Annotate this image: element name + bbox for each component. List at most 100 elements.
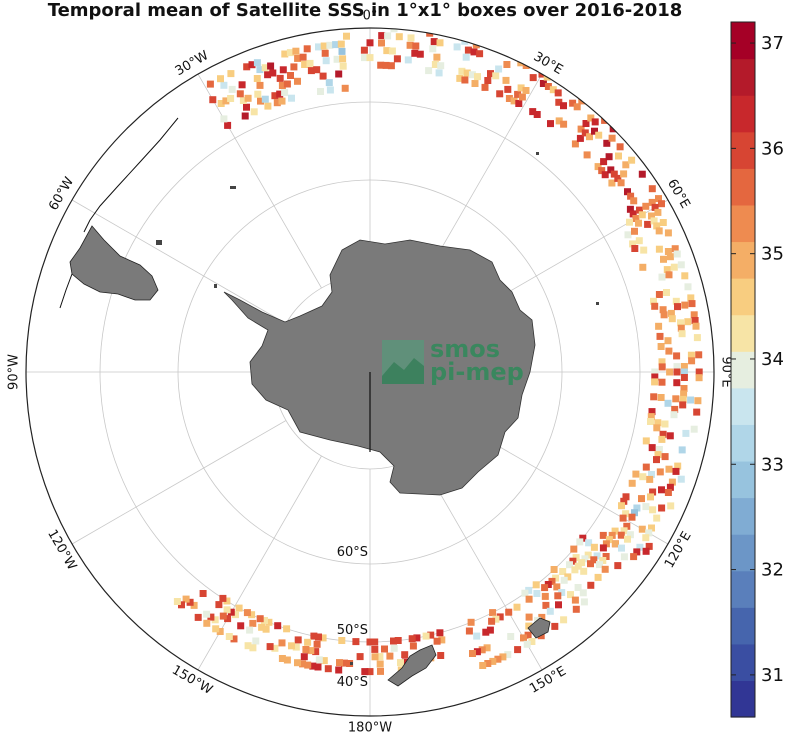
sss-box	[622, 493, 630, 501]
sss-box	[684, 283, 692, 291]
sss-box	[602, 540, 610, 548]
sss-box	[648, 444, 656, 452]
sss-box	[504, 651, 512, 659]
sss-box	[276, 74, 284, 82]
sss-box	[212, 625, 220, 633]
sss-box	[657, 394, 665, 401]
sss-box	[203, 610, 211, 618]
sss-box	[677, 261, 685, 269]
sss-box	[309, 662, 317, 670]
sss-box	[227, 608, 235, 616]
sss-box	[605, 536, 613, 544]
sss-box	[217, 75, 224, 83]
sss-box	[283, 80, 291, 88]
colorbar-segment	[731, 534, 755, 572]
sss-box	[492, 72, 500, 80]
sss-box	[290, 63, 298, 71]
sss-box	[551, 622, 559, 630]
sss-box	[261, 617, 268, 624]
sss-box	[673, 250, 681, 258]
sss-box	[286, 49, 294, 57]
sss-box	[608, 179, 616, 187]
sss-box	[672, 395, 680, 403]
sss-box	[636, 206, 643, 214]
sss-box	[243, 609, 251, 617]
sss-box	[648, 408, 656, 416]
sss-box	[642, 437, 650, 445]
sss-box	[617, 179, 625, 187]
sss-box	[665, 271, 673, 279]
sss-box	[436, 39, 444, 47]
sss-box	[499, 653, 507, 661]
sss-box	[338, 637, 346, 644]
sss-box	[653, 456, 660, 464]
sss-box	[658, 378, 666, 386]
sss-box	[678, 446, 686, 454]
sss-box	[692, 322, 700, 330]
sss-box	[515, 100, 523, 107]
sss-box	[569, 99, 577, 107]
sss-box	[215, 601, 223, 609]
sss-box	[694, 397, 702, 405]
sss-box	[666, 368, 674, 376]
sss-box	[578, 559, 586, 567]
sss-box	[627, 192, 635, 200]
sss-box	[505, 95, 513, 102]
sss-box	[672, 297, 680, 305]
sss-box	[646, 475, 654, 483]
sss-box	[317, 88, 324, 95]
sss-box	[663, 289, 670, 296]
sss-box	[572, 605, 580, 613]
sss-box	[409, 642, 417, 650]
sss-box	[651, 368, 659, 376]
sss-box	[554, 592, 562, 600]
sss-box	[666, 483, 674, 491]
sss-box	[288, 642, 295, 650]
sss-box	[590, 543, 598, 551]
sss-box	[671, 245, 679, 253]
sss-box	[649, 506, 657, 514]
sss-box	[549, 86, 557, 94]
sss-box	[335, 70, 343, 78]
sss-box	[248, 61, 256, 69]
sss-box	[310, 632, 318, 640]
sss-box	[335, 666, 343, 674]
sss-box	[664, 229, 672, 237]
sss-box	[254, 90, 262, 98]
sss-box	[660, 311, 668, 319]
sss-box	[238, 81, 246, 89]
sss-box	[693, 334, 701, 342]
sss-box	[294, 77, 301, 85]
sss-box	[602, 553, 610, 560]
sss-data-boxes	[173, 28, 703, 676]
sss-box	[371, 638, 379, 646]
sss-box	[547, 120, 554, 128]
colorbar-segment	[731, 680, 755, 718]
sss-box	[659, 219, 667, 226]
sss-box	[425, 67, 433, 75]
sss-box	[313, 66, 321, 74]
sss-box	[622, 510, 630, 518]
sss-box	[615, 152, 622, 160]
sss-box	[599, 531, 607, 539]
sss-box	[393, 55, 401, 63]
sss-box	[555, 98, 563, 106]
sss-box	[394, 637, 402, 644]
sss-box	[489, 609, 497, 617]
sss-box	[658, 273, 666, 281]
sss-box	[667, 309, 675, 317]
sss-box	[471, 80, 479, 87]
sss-box	[338, 47, 346, 55]
sss-box	[633, 504, 641, 512]
sss-box	[273, 99, 281, 107]
sss-box	[230, 635, 238, 643]
sss-box	[650, 393, 658, 401]
sss-box	[223, 606, 231, 614]
sss-box	[388, 47, 396, 55]
sss-box	[661, 453, 669, 461]
sss-box	[224, 615, 232, 623]
sss-box	[648, 212, 655, 220]
sss-box	[587, 114, 595, 122]
colorbar-segment	[731, 460, 755, 499]
sss-box	[461, 76, 469, 84]
